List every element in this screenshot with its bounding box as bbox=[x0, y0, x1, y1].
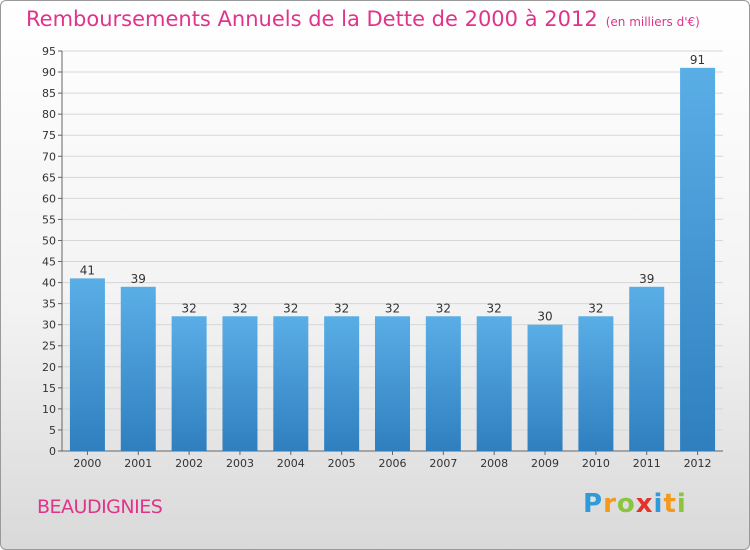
bar bbox=[120, 286, 156, 451]
y-tick-label: 30 bbox=[42, 319, 56, 332]
proxiti-logo[interactable]: Proxiti bbox=[583, 489, 687, 519]
bar-value-label: 32 bbox=[487, 301, 502, 315]
data-labels: 41 39 32 32 32 32 32 32 32 30 32 39 91 bbox=[80, 53, 705, 324]
logo-letter: i bbox=[653, 489, 664, 519]
bar bbox=[425, 316, 461, 451]
bar-value-label: 32 bbox=[334, 301, 349, 315]
y-tick-label: 40 bbox=[42, 277, 56, 290]
bar-value-label: 39 bbox=[639, 272, 654, 286]
bar bbox=[69, 278, 105, 451]
x-tick-label: 2005 bbox=[328, 457, 356, 470]
x-tick-label: 2009 bbox=[531, 457, 559, 470]
logo-letter: t bbox=[663, 489, 677, 519]
y-tick-label: 15 bbox=[42, 382, 56, 395]
y-tick-label: 55 bbox=[42, 213, 56, 226]
logo-letter: r bbox=[603, 489, 617, 519]
y-tick-label: 70 bbox=[42, 150, 56, 163]
bar bbox=[527, 324, 563, 451]
x-tick-label: 2007 bbox=[429, 457, 457, 470]
bar bbox=[476, 316, 512, 451]
bar bbox=[222, 316, 258, 451]
bar-value-label: 32 bbox=[181, 301, 196, 315]
y-tick-label: 60 bbox=[42, 192, 56, 205]
bar-value-label: 32 bbox=[436, 301, 451, 315]
bar-value-label: 32 bbox=[232, 301, 247, 315]
y-tick-label: 85 bbox=[42, 87, 56, 100]
logo-letter: o bbox=[616, 489, 636, 519]
bar-value-label: 30 bbox=[537, 310, 552, 324]
y-tick-label: 50 bbox=[42, 234, 56, 247]
bar-value-label: 32 bbox=[283, 301, 298, 315]
bar-value-label: 91 bbox=[690, 53, 705, 67]
x-tick-label: 2001 bbox=[124, 457, 152, 470]
logo-letter: x bbox=[635, 489, 654, 519]
x-tick-label: 2010 bbox=[582, 457, 610, 470]
x-tick-label: 2012 bbox=[684, 457, 712, 470]
y-tick-label: 0 bbox=[49, 445, 56, 458]
bar-value-label: 32 bbox=[588, 301, 603, 315]
bar-value-label: 41 bbox=[80, 263, 95, 277]
x-tick-label: 2008 bbox=[480, 457, 508, 470]
logo-letter: i bbox=[676, 489, 687, 519]
tick-labels: 0 5 10 15 20 25 30 35 40 45 50 55 60 65 70 75 80 85 90 95 20… bbox=[42, 45, 712, 470]
bar bbox=[375, 316, 410, 451]
y-tick-label: 65 bbox=[42, 171, 56, 184]
bar bbox=[578, 316, 614, 451]
chart-title-text: Remboursements Annuels de la Dette de 20… bbox=[26, 7, 598, 31]
bar bbox=[680, 67, 716, 451]
bar bbox=[273, 316, 309, 451]
y-tick-label: 45 bbox=[42, 256, 56, 269]
x-tick-label: 2000 bbox=[73, 457, 101, 470]
bar bbox=[171, 316, 207, 451]
bars bbox=[69, 67, 716, 451]
x-tick-label: 2002 bbox=[175, 457, 203, 470]
y-tick-label: 10 bbox=[42, 403, 56, 416]
x-tick-label: 2011 bbox=[633, 457, 661, 470]
y-tick-label: 75 bbox=[42, 129, 56, 142]
y-tick-label: 25 bbox=[42, 340, 56, 353]
bar-value-label: 39 bbox=[131, 272, 146, 286]
x-tick-label: 2003 bbox=[226, 457, 254, 470]
y-tick-label: 90 bbox=[42, 66, 56, 79]
bar bbox=[629, 286, 665, 451]
bar bbox=[324, 316, 360, 451]
y-tick-label: 20 bbox=[42, 361, 56, 374]
logo-letter: P bbox=[583, 489, 604, 519]
chart-title: Remboursements Annuels de la Dette de 20… bbox=[26, 7, 700, 31]
x-tick-label: 2004 bbox=[277, 457, 305, 470]
bar-value-label: 32 bbox=[385, 301, 400, 315]
place-name: BEAUDIGNIES bbox=[37, 496, 163, 518]
y-tick-label: 5 bbox=[49, 424, 56, 437]
y-tick-label: 35 bbox=[42, 298, 56, 311]
y-tick-label: 95 bbox=[42, 45, 56, 58]
y-tick-label: 80 bbox=[42, 108, 56, 121]
chart-subtitle: (en milliers d'€) bbox=[605, 15, 700, 29]
x-tick-label: 2006 bbox=[379, 457, 407, 470]
